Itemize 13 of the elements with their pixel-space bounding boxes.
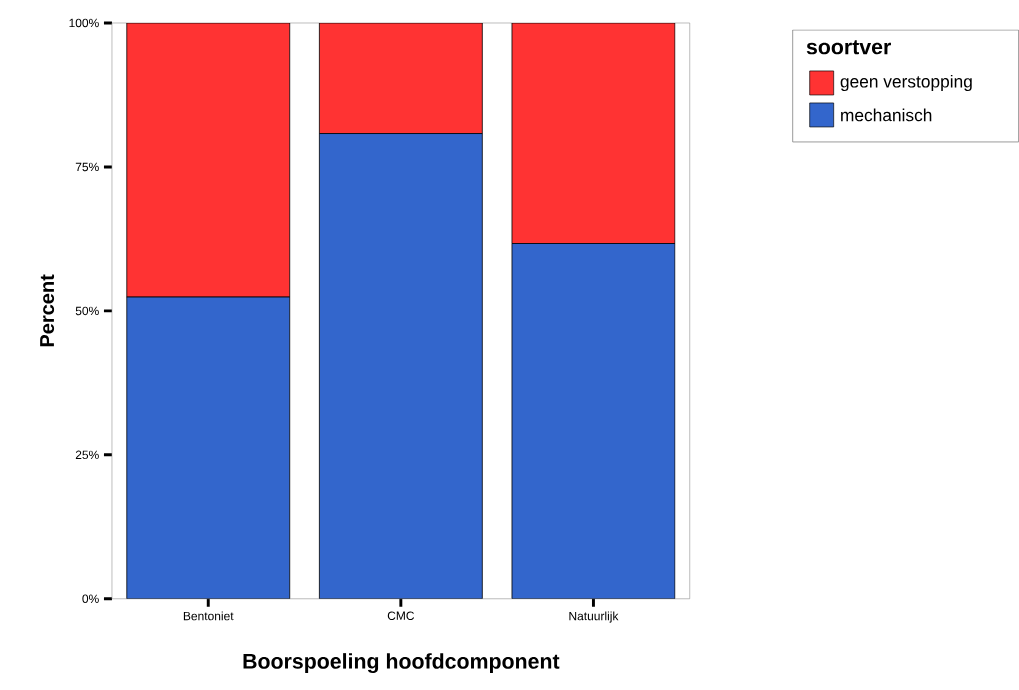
y-tick-label: 50% xyxy=(75,306,99,316)
y-tick-label: 75% xyxy=(75,162,99,172)
legend-label: mechanisch xyxy=(841,108,932,122)
legend-title: soortver xyxy=(806,40,891,55)
x-tick-label: Natuurlijk xyxy=(569,611,619,623)
y-tick-label: 100% xyxy=(69,18,99,28)
y-axis-title: Percent xyxy=(40,274,55,347)
x-tick-label: CMC xyxy=(387,611,415,621)
y-tick-label: 0% xyxy=(82,594,99,604)
legend-label: geen verstopping xyxy=(840,75,972,92)
x-axis-title: Boorspoeling hoofdcomponent xyxy=(243,653,560,674)
y-tick-label: 25% xyxy=(75,450,99,460)
x-tick-label: Bentoniet xyxy=(183,611,234,621)
